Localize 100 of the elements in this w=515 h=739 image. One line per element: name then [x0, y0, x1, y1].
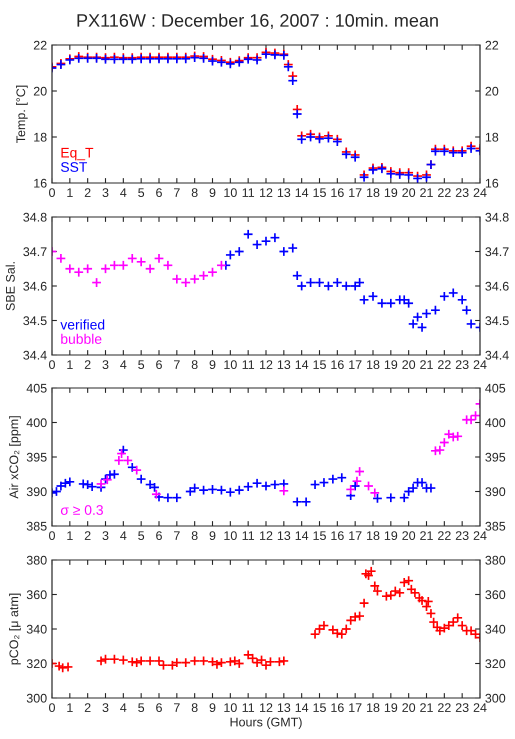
x-tick-label: 3 [102, 188, 108, 198]
y2-tick-label: 405 [485, 384, 506, 393]
y-tick-label: 18 [34, 132, 47, 142]
x-tick-label: 6 [156, 188, 162, 198]
x-tick-label: 1 [67, 360, 73, 369]
x-tick-label: 10 [224, 531, 237, 540]
x-tick-label: 12 [260, 188, 272, 197]
x-tick-label: 21 [420, 360, 433, 369]
text: bubble [61, 334, 102, 344]
x-tick-label: 19 [384, 188, 398, 198]
x-tick-label: 24 [474, 360, 487, 369]
y2-tick-label: 34.6 [485, 282, 509, 291]
x-tick-label: 23 [456, 360, 469, 370]
x-tick-label: 15 [314, 360, 326, 370]
x-tick-label: 19 [384, 360, 398, 370]
x-tick-label: 22 [438, 703, 451, 712]
y-tick-label: 385 [26, 522, 47, 531]
x-tick-label: 18 [367, 531, 380, 540]
x-tick-label: 0 [49, 188, 55, 198]
y-axis-title: pCO₂ [μ atm] [9, 594, 21, 664]
y2-tick-label: 16 [486, 178, 498, 188]
y-axis-title: Air xCO₂ [ppm] [9, 416, 21, 499]
x-tick-label: 17 [349, 188, 362, 197]
y-tick-label: 20 [34, 86, 47, 96]
x-tick-label: 0 [49, 531, 55, 540]
x-tick-label: 2 [84, 360, 91, 369]
x-tick-label: 4 [120, 531, 126, 540]
x-tick-label: 1 [67, 703, 73, 712]
x-tick-label: 21 [420, 531, 433, 540]
x-tick-label: 1 [67, 531, 73, 540]
x-tick-label: 16 [331, 531, 344, 540]
x-tick-label: 22 [438, 531, 451, 540]
x-tick-label: 14 [296, 531, 308, 540]
x-tick-label: 2 [84, 531, 91, 540]
x-tick-label: 16 [331, 703, 344, 712]
y2-tick-label: 34.7 [485, 247, 509, 256]
x-tick-label: 17 [349, 360, 362, 369]
y-tick-label: 34.4 [23, 350, 47, 360]
y-tick-label: 405 [26, 384, 47, 393]
x-tick-label: 11 [242, 360, 254, 369]
y2-tick-label: 385 [485, 522, 506, 531]
text: verified [60, 319, 104, 330]
x-tick-label: 4 [120, 360, 126, 369]
x-axis-title: Hours (GMT) [230, 717, 302, 729]
x-tick-label: 8 [192, 531, 198, 540]
x-tick-label: 11 [242, 703, 254, 712]
x-tick-label: 13 [278, 188, 290, 198]
x-tick-label: 20 [402, 360, 416, 370]
x-tick-label: 10 [224, 360, 237, 370]
x-tick-label: 2 [84, 703, 91, 712]
y2-tick-label: 34.5 [485, 316, 509, 326]
y2-tick-label: 340 [485, 624, 506, 634]
chart-title: PX116W : December 16, 2007 : 10min. mean [78, 14, 438, 29]
x-tick-label: 20 [402, 188, 416, 198]
x-tick-label: 16 [331, 360, 344, 370]
x-tick-label: 23 [456, 188, 469, 198]
y2-tick-label: 390 [485, 487, 506, 496]
text: SST [60, 162, 88, 172]
x-tick-label: 18 [367, 360, 380, 370]
x-tick-label: 19 [384, 531, 398, 540]
x-tick-label: 14 [296, 360, 308, 369]
x-tick-label: 21 [420, 188, 433, 197]
y-tick-label: 360 [26, 590, 47, 600]
x-tick-label: 3 [102, 360, 108, 370]
x-tick-label: 8 [192, 360, 198, 370]
x-tick-label: 24 [474, 188, 487, 197]
x-tick-label: 18 [367, 188, 380, 198]
y2-tick-label: 34.4 [485, 350, 509, 360]
x-tick-label: 13 [278, 531, 290, 540]
x-tick-label: 10 [224, 703, 237, 712]
x-tick-label: 8 [192, 188, 198, 198]
x-tick-label: 22 [438, 188, 451, 197]
x-tick-label: 5 [138, 703, 144, 712]
y-tick-label: 400 [26, 418, 47, 428]
x-tick-label: 11 [242, 531, 254, 540]
y-tick-label: 395 [26, 452, 47, 462]
x-tick-label: 6 [156, 531, 162, 540]
x-tick-label: 4 [120, 703, 126, 712]
x-tick-label: 14 [296, 188, 308, 197]
x-tick-label: 0 [49, 360, 55, 370]
x-tick-label: 22 [438, 360, 451, 369]
x-tick-label: 8 [192, 703, 198, 712]
y-axis-title: Temp. [°C] [16, 86, 28, 143]
x-tick-label: 15 [314, 531, 326, 540]
x-tick-label: 15 [314, 703, 326, 712]
y-tick-label: 22 [34, 40, 47, 50]
y-tick-label: 34.8 [23, 212, 47, 222]
x-tick-label: 9 [210, 360, 216, 370]
x-tick-label: 3 [102, 531, 108, 540]
x-tick-label: 21 [420, 703, 433, 712]
y-tick-label: 34.7 [23, 247, 47, 256]
x-tick-label: 17 [349, 703, 362, 712]
x-tick-label: 6 [156, 360, 162, 370]
x-tick-label: 9 [210, 703, 216, 712]
y-tick-label: 320 [26, 659, 47, 668]
x-tick-label: 19 [384, 703, 398, 712]
x-tick-label: 7 [174, 188, 180, 197]
x-tick-label: 24 [474, 531, 487, 540]
x-tick-label: 0 [49, 703, 55, 712]
y-tick-label: 300 [26, 694, 47, 703]
